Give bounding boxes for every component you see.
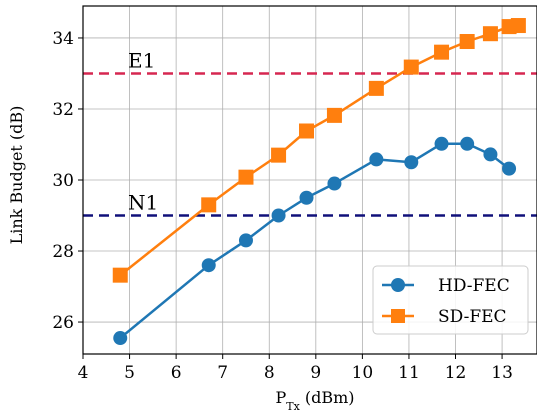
sd-fec-point [482, 26, 498, 42]
y-tick-label: 32 [52, 100, 74, 120]
hd-fec-point [434, 136, 449, 151]
hd-fec-point [502, 161, 517, 176]
y-tick-label: 34 [52, 29, 74, 49]
hd-fec-point [299, 190, 314, 205]
legend-hd-fec-label: HD-FEC [438, 276, 510, 296]
axis-ticks: 4 5 6 7 8 9 10 11 12 13 26 28 30 32 34 [52, 29, 513, 383]
sd-fec-point [271, 147, 287, 163]
sd-fec-point [201, 197, 217, 213]
hd-fec-point [460, 136, 475, 151]
hd-fec-point [369, 152, 384, 167]
x-tick-label: 13 [491, 363, 513, 383]
reference-lines: E1 N1 [83, 48, 537, 217]
sd-fec-point [434, 44, 450, 60]
sd-fec-point [112, 267, 128, 283]
series-hd-fec [113, 136, 517, 346]
y-tick-label: 28 [52, 242, 74, 262]
sd-fec-point [403, 59, 419, 75]
x-tick-label: 4 [78, 363, 89, 383]
x-tick-label: 10 [352, 363, 374, 383]
grid [82, 6, 537, 354]
series-sd-fec [112, 18, 526, 283]
hd-fec-point [483, 147, 498, 162]
sd-fec-point [299, 123, 315, 139]
sd-fec-point [368, 80, 384, 96]
y-tick-label: 30 [52, 171, 74, 191]
legend: HD-FEC SD-FEC [372, 265, 529, 335]
x-axis-label-unit: (dBm) [300, 388, 355, 407]
legend-sd-fec-marker [391, 309, 405, 323]
x-axis-label: PTx (dBm) [275, 388, 354, 412]
x-tick-label: 8 [264, 363, 275, 383]
x-axis-label-sub: Tx [286, 400, 300, 412]
ref-label-n1: N1 [128, 191, 158, 215]
data-series [112, 18, 526, 346]
legend-sd-fec-label: SD-FEC [438, 307, 507, 327]
x-tick-label: 12 [445, 363, 467, 383]
hd-fec-point [238, 233, 253, 248]
sd-fec-point [326, 107, 342, 123]
x-tick-label: 9 [310, 363, 321, 383]
x-tick-label: 7 [217, 363, 228, 383]
ref-label-e1: E1 [128, 48, 155, 72]
legend-hd-fec-marker [391, 278, 405, 292]
sd-fec-line [119, 24, 519, 277]
sd-fec-point [238, 169, 254, 185]
x-axis-label-main: P [275, 388, 286, 407]
x-tick-label: 5 [124, 363, 135, 383]
y-tick-label: 26 [52, 313, 74, 333]
y-axis-label: Link Budget (dB) [7, 106, 26, 245]
sd-fec-point [510, 18, 526, 34]
hd-fec-point [113, 331, 128, 346]
hd-fec-point [271, 208, 286, 223]
hd-fec-point [201, 258, 216, 273]
x-tick-label: 11 [398, 363, 420, 383]
x-tick-label: 6 [171, 363, 182, 383]
hd-fec-point [327, 176, 342, 191]
sd-fec-point [459, 34, 475, 50]
hd-fec-point [404, 155, 419, 170]
